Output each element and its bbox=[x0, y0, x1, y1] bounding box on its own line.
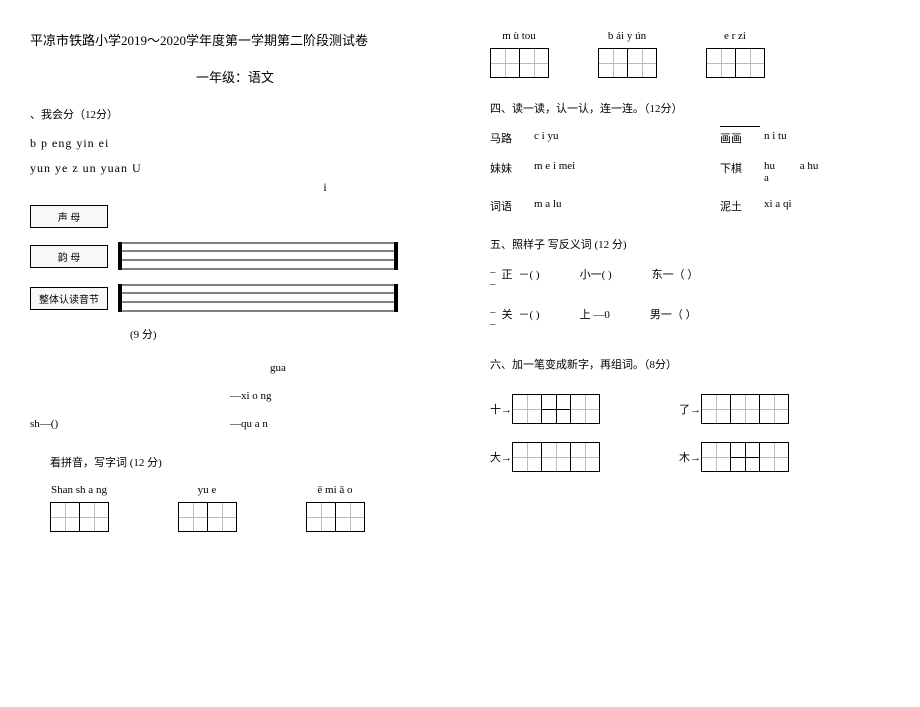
tr-label-0: m ù tou bbox=[490, 30, 548, 44]
q4-r1-lp: m e i mei bbox=[534, 160, 575, 184]
cat-shengmu: 声 母 bbox=[30, 205, 108, 228]
q5-r1-a: 关 bbox=[502, 306, 513, 330]
q5-r0-a: 正 bbox=[502, 266, 513, 290]
q3-item-2: ē mi ā o bbox=[306, 484, 364, 532]
staff-1 bbox=[118, 242, 398, 270]
q6-head: 六、加一笔变成新字，再组词。（8分） bbox=[490, 356, 900, 372]
q5-r0-c: 东一（ ） bbox=[652, 266, 699, 290]
q4-head: 四、读一读，认一认，连一连。（12分） bbox=[490, 100, 900, 116]
tr-item-0: m ù tou bbox=[490, 30, 548, 78]
q4-r0-lw: 马路 bbox=[490, 130, 512, 146]
q2-quan: —qu a n bbox=[230, 418, 268, 430]
tr-label-1: b ái y ún bbox=[598, 30, 656, 44]
q6-item-3: 木→ bbox=[679, 442, 788, 472]
left-column: 平凉市铁路小学2019～2020学年度第一学期第二阶段测试卷 一年级：语文 、我… bbox=[0, 0, 460, 707]
cat-yunmu: 韵 母 bbox=[30, 245, 108, 268]
q1-line2: yun ye z un yuan U bbox=[30, 161, 142, 176]
q5-head: 五、照样子 写反义词 (12 分) bbox=[490, 236, 900, 252]
q5-r0-b: 小一( ) bbox=[580, 266, 612, 290]
q6-item-0: 十→ bbox=[490, 394, 599, 424]
q2-sh: sh—() bbox=[30, 418, 230, 430]
q6-item-1: 了→ bbox=[679, 394, 788, 424]
q4-r0-rp: n i tu bbox=[764, 130, 787, 146]
q3-item-1: yu e bbox=[178, 484, 236, 532]
q5-r1-a2: －( ) bbox=[519, 306, 540, 330]
q4-r2-rw: 泥土 bbox=[720, 198, 742, 214]
q3-head: 看拼音，写字词 (12 分) bbox=[50, 454, 440, 470]
q4-r1-rp: hu a hu a bbox=[764, 160, 818, 184]
staff-2 bbox=[118, 284, 398, 312]
q4-r1-rw: 下棋 bbox=[720, 160, 742, 184]
q6-char-1: 了→ bbox=[679, 401, 701, 417]
cat-zhengti: 整体认读音节 bbox=[30, 287, 108, 310]
right-column: m ù tou b ái y ún e r zi 四、读一读，认一认，连一连。（… bbox=[460, 0, 920, 707]
q4-r1-lw: 妹妹 bbox=[490, 160, 512, 184]
q6-char-3: 木→ bbox=[679, 449, 701, 465]
q4-r2-lp: m a lu bbox=[534, 198, 562, 214]
q3-label-1: yu e bbox=[178, 484, 236, 498]
q1-line2b: i bbox=[210, 180, 440, 195]
q1-head: 、我会分（12分） bbox=[30, 106, 440, 122]
q4-r2-lw: 词语 bbox=[490, 198, 512, 214]
q1-line1: b p eng yin ei bbox=[30, 136, 440, 151]
main-title: 平凉市铁路小学2019～2020学年度第一学期第二阶段测试卷 bbox=[30, 30, 440, 49]
tr-label-2: e r zi bbox=[706, 30, 764, 44]
q2-points: (9 分) bbox=[130, 326, 440, 342]
tr-item-1: b ái y ún bbox=[598, 30, 656, 78]
q4-r0-rw: 画画 bbox=[720, 133, 742, 145]
q4-r0-lp: c i yu bbox=[534, 130, 558, 146]
q3-label-2: ē mi ā o bbox=[306, 484, 364, 498]
q5-r1-b: 上 —0 bbox=[580, 306, 610, 330]
tr-item-2: e r zi bbox=[706, 30, 764, 78]
sub-title: 一年级：语文 bbox=[30, 67, 440, 86]
q6-char-2: 大→ bbox=[490, 449, 512, 465]
q3-item-0: Shan sh a ng bbox=[50, 484, 108, 532]
q2-gua: gua bbox=[270, 362, 440, 374]
q5-r0-a2: －( ) bbox=[519, 266, 540, 290]
q6-char-0: 十→ bbox=[490, 401, 512, 417]
q5-r1-c: 男一（ ） bbox=[650, 306, 697, 330]
q3-label-0: Shan sh a ng bbox=[50, 484, 108, 498]
q4-r2-rp: xi a qi bbox=[764, 198, 792, 214]
q2-xiong: —xi o ng bbox=[230, 390, 440, 402]
q6-item-2: 大→ bbox=[490, 442, 599, 472]
